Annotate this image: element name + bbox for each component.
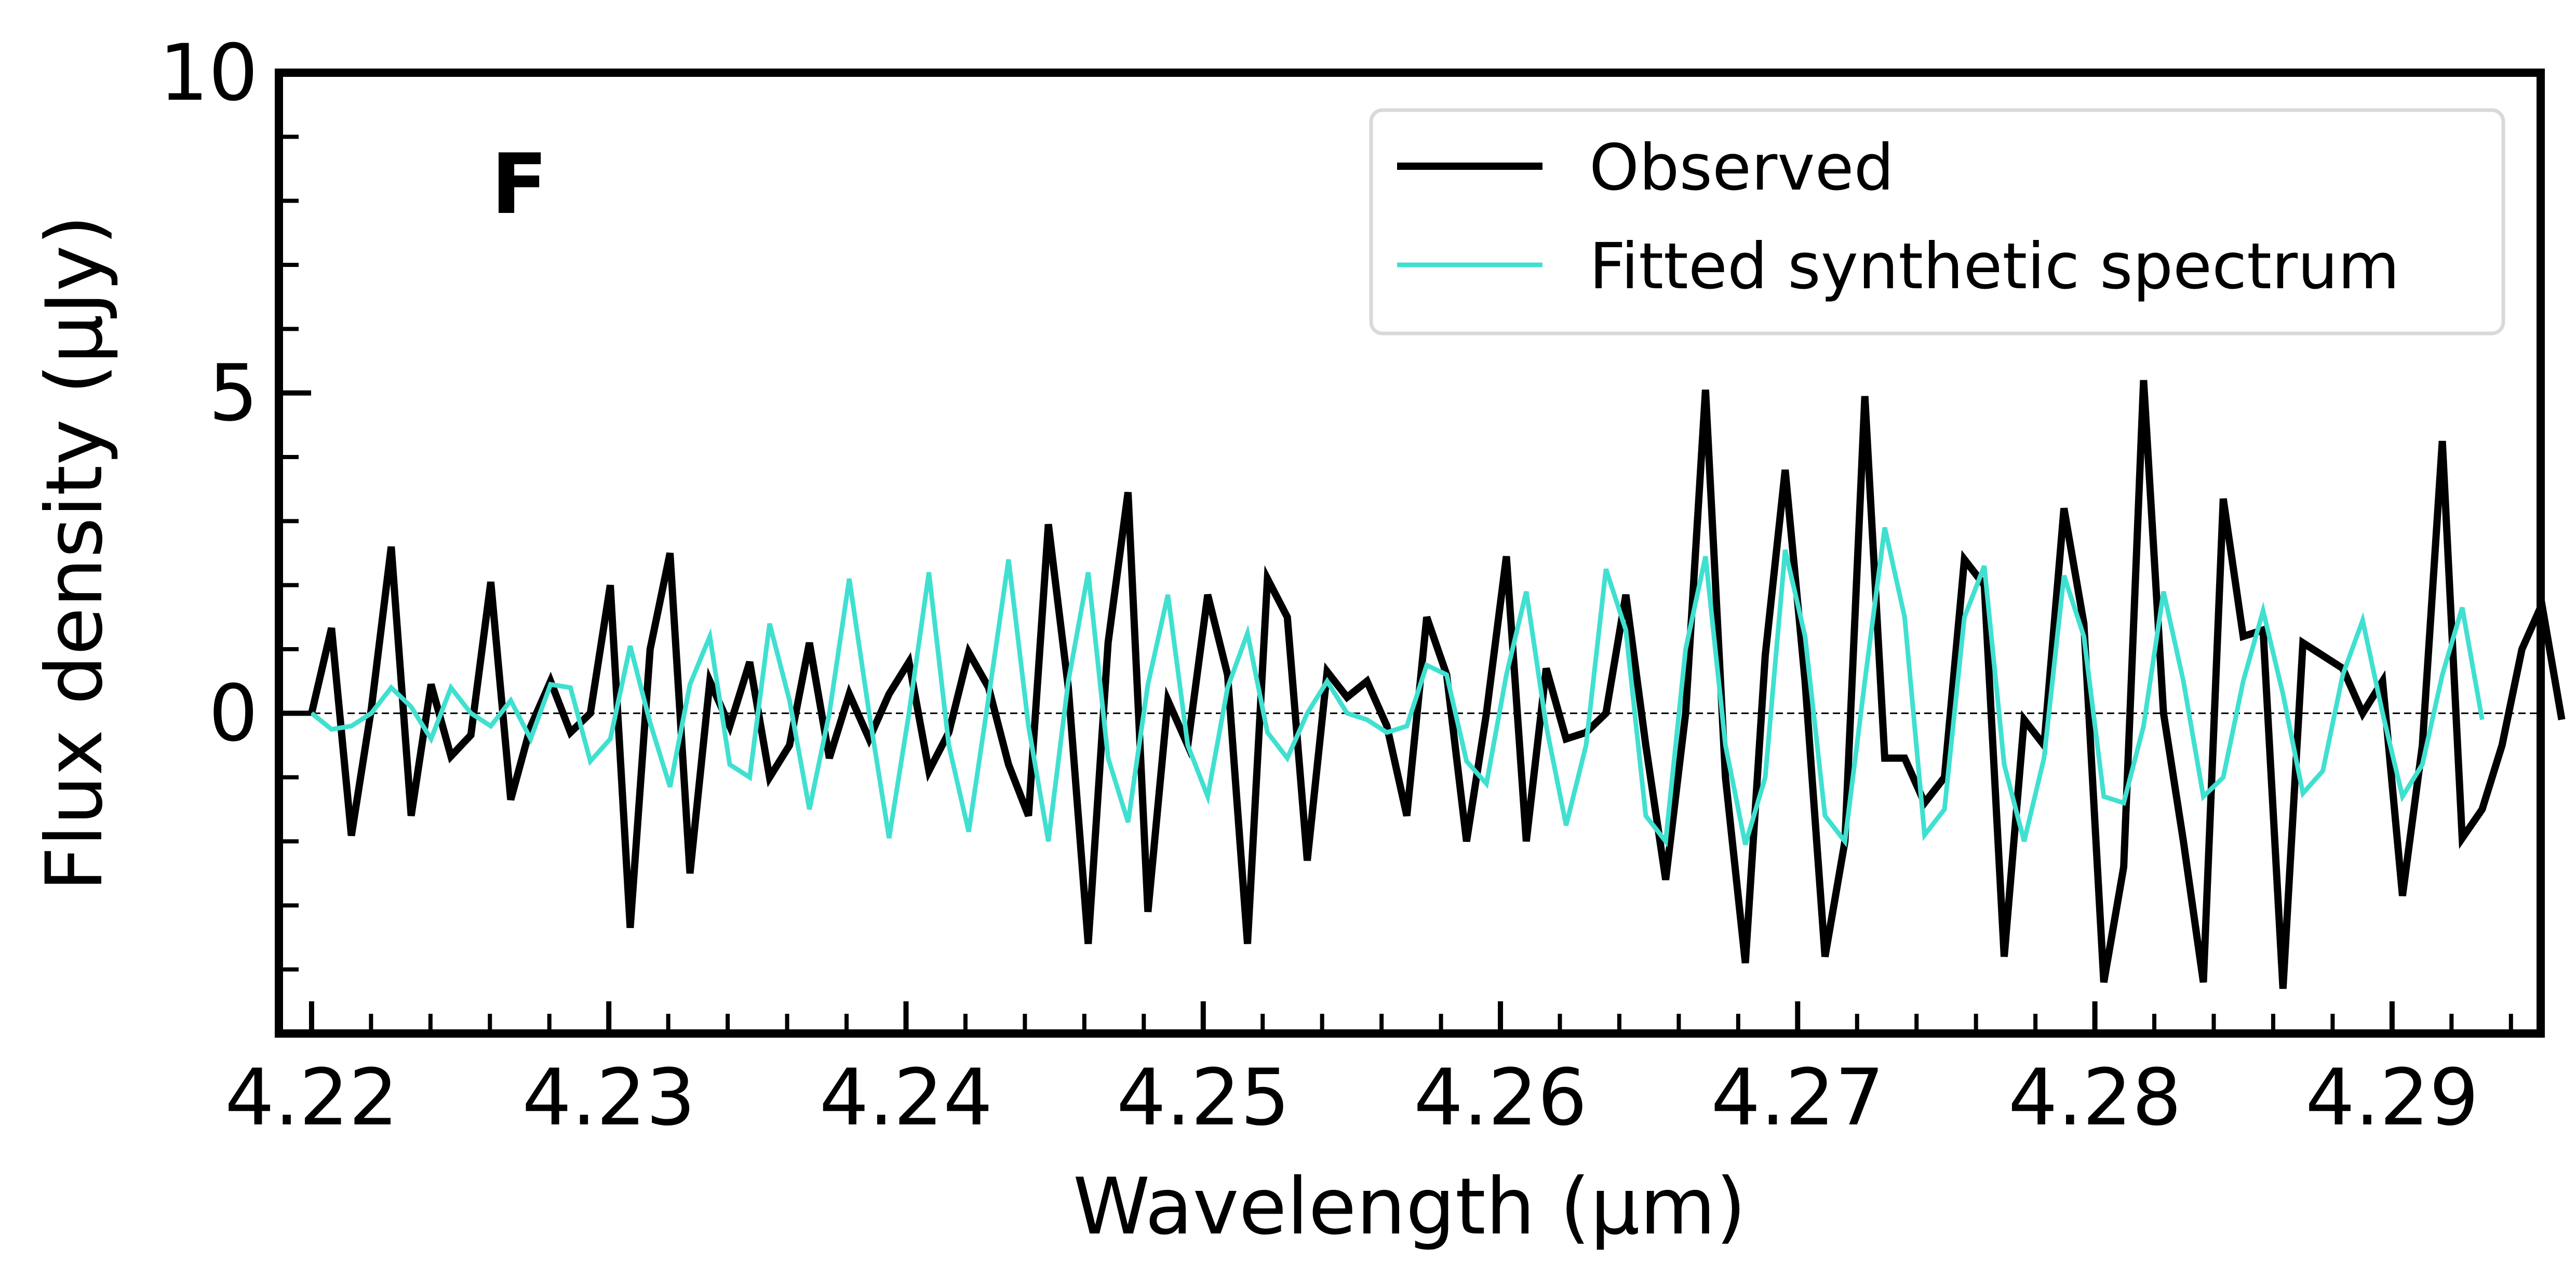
legend-label-fitted: Fitted synthetic spectrum (1589, 230, 2399, 303)
plot-frame (275, 69, 2545, 1038)
legend-box (1369, 108, 2505, 336)
x-tick-label: 4.29 (2305, 1053, 2479, 1143)
panel-label: F (491, 136, 547, 233)
legend: Observed Fitted synthetic spectrum (1369, 108, 2505, 336)
tick-layer: 4.22 4.23 4.24 4.25 4.26 4.27 4.28 4.29 0 5 10 (159, 28, 2513, 1143)
y-tick-label: 10 (159, 28, 258, 118)
series-line-fitted (310, 527, 2485, 848)
x-tick-label: 4.23 (522, 1053, 695, 1143)
x-tick-label: 4.27 (1711, 1053, 1884, 1143)
x-tick-label: 4.26 (1414, 1053, 1587, 1143)
x-tick-label: 4.22 (225, 1053, 398, 1143)
series-line-observed (308, 380, 2566, 989)
legend-label-observed: Observed (1589, 131, 1894, 205)
x-axis-label: Wavelength (μm) (1073, 1162, 1746, 1252)
x-tick-label: 4.25 (1117, 1053, 1290, 1143)
y-tick-label: 0 (209, 668, 258, 759)
x-tick-label: 4.28 (2008, 1053, 2182, 1143)
x-tick-label: 4.24 (820, 1053, 993, 1143)
series-layer (308, 380, 2566, 989)
y-axis-label: Flux density (μJy) (30, 215, 120, 892)
y-tick-label: 5 (209, 348, 258, 439)
